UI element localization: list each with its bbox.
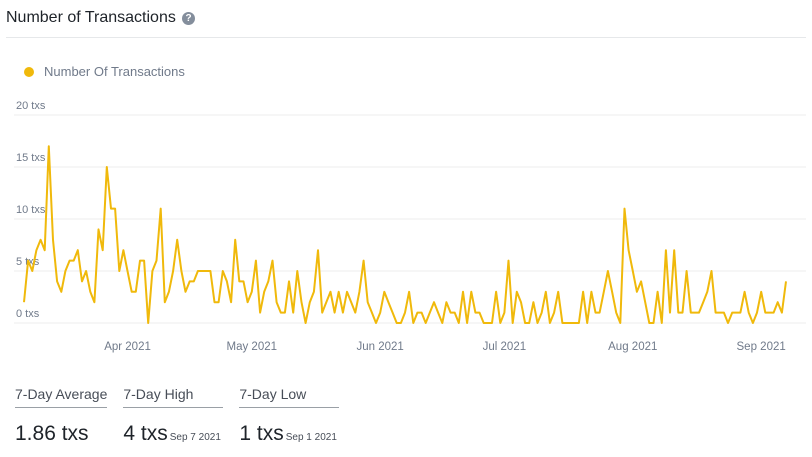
stat-value: 1 txs Sep 1 2021 xyxy=(239,422,339,446)
series-line xyxy=(23,145,787,324)
chart-legend[interactable]: Number Of Transactions xyxy=(24,64,185,79)
stat-7day-average: 7-Day Average 1.86 txs xyxy=(15,386,108,446)
x-tick-label: Jul 2021 xyxy=(483,341,526,353)
stat-label: 7-Day Average xyxy=(15,386,108,408)
question-circle-icon[interactable]: ? xyxy=(182,12,195,25)
x-tick-label: Apr 2021 xyxy=(104,341,151,353)
x-tick-label: Aug 2021 xyxy=(608,341,657,353)
stat-7day-high: 7-Day High 4 txs Sep 7 2021 xyxy=(123,386,224,446)
stats-row: 7-Day Average 1.86 txs 7-Day High 4 txs S… xyxy=(15,386,355,446)
chart-header: Number of Transactions ? xyxy=(6,0,806,38)
y-tick-label: 15 txs xyxy=(16,152,46,164)
stat-number: 1 txs xyxy=(239,422,284,445)
stat-7day-low: 7-Day Low 1 txs Sep 1 2021 xyxy=(239,386,340,446)
stat-label: 7-Day Low xyxy=(239,386,340,408)
x-tick-label: Jun 2021 xyxy=(356,341,403,353)
y-tick-label: 0 txs xyxy=(16,308,40,320)
stat-number: 1.86 txs xyxy=(15,422,89,445)
stat-date: Sep 7 2021 xyxy=(169,432,221,443)
chart-title: Number of Transactions xyxy=(6,9,176,26)
stat-value: 1.86 txs xyxy=(15,422,107,446)
y-tick-label: 10 txs xyxy=(16,204,46,216)
stat-number: 4 txs xyxy=(123,422,168,445)
stat-label: 7-Day High xyxy=(123,386,224,408)
stat-value: 4 txs Sep 7 2021 xyxy=(123,422,223,446)
stat-date: Sep 1 2021 xyxy=(285,432,337,443)
legend-label: Number Of Transactions xyxy=(44,64,185,79)
x-tick-label: Sep 2021 xyxy=(737,341,786,353)
legend-marker xyxy=(24,66,34,77)
y-tick-label: 20 txs xyxy=(16,100,46,112)
x-tick-label: May 2021 xyxy=(227,341,278,353)
